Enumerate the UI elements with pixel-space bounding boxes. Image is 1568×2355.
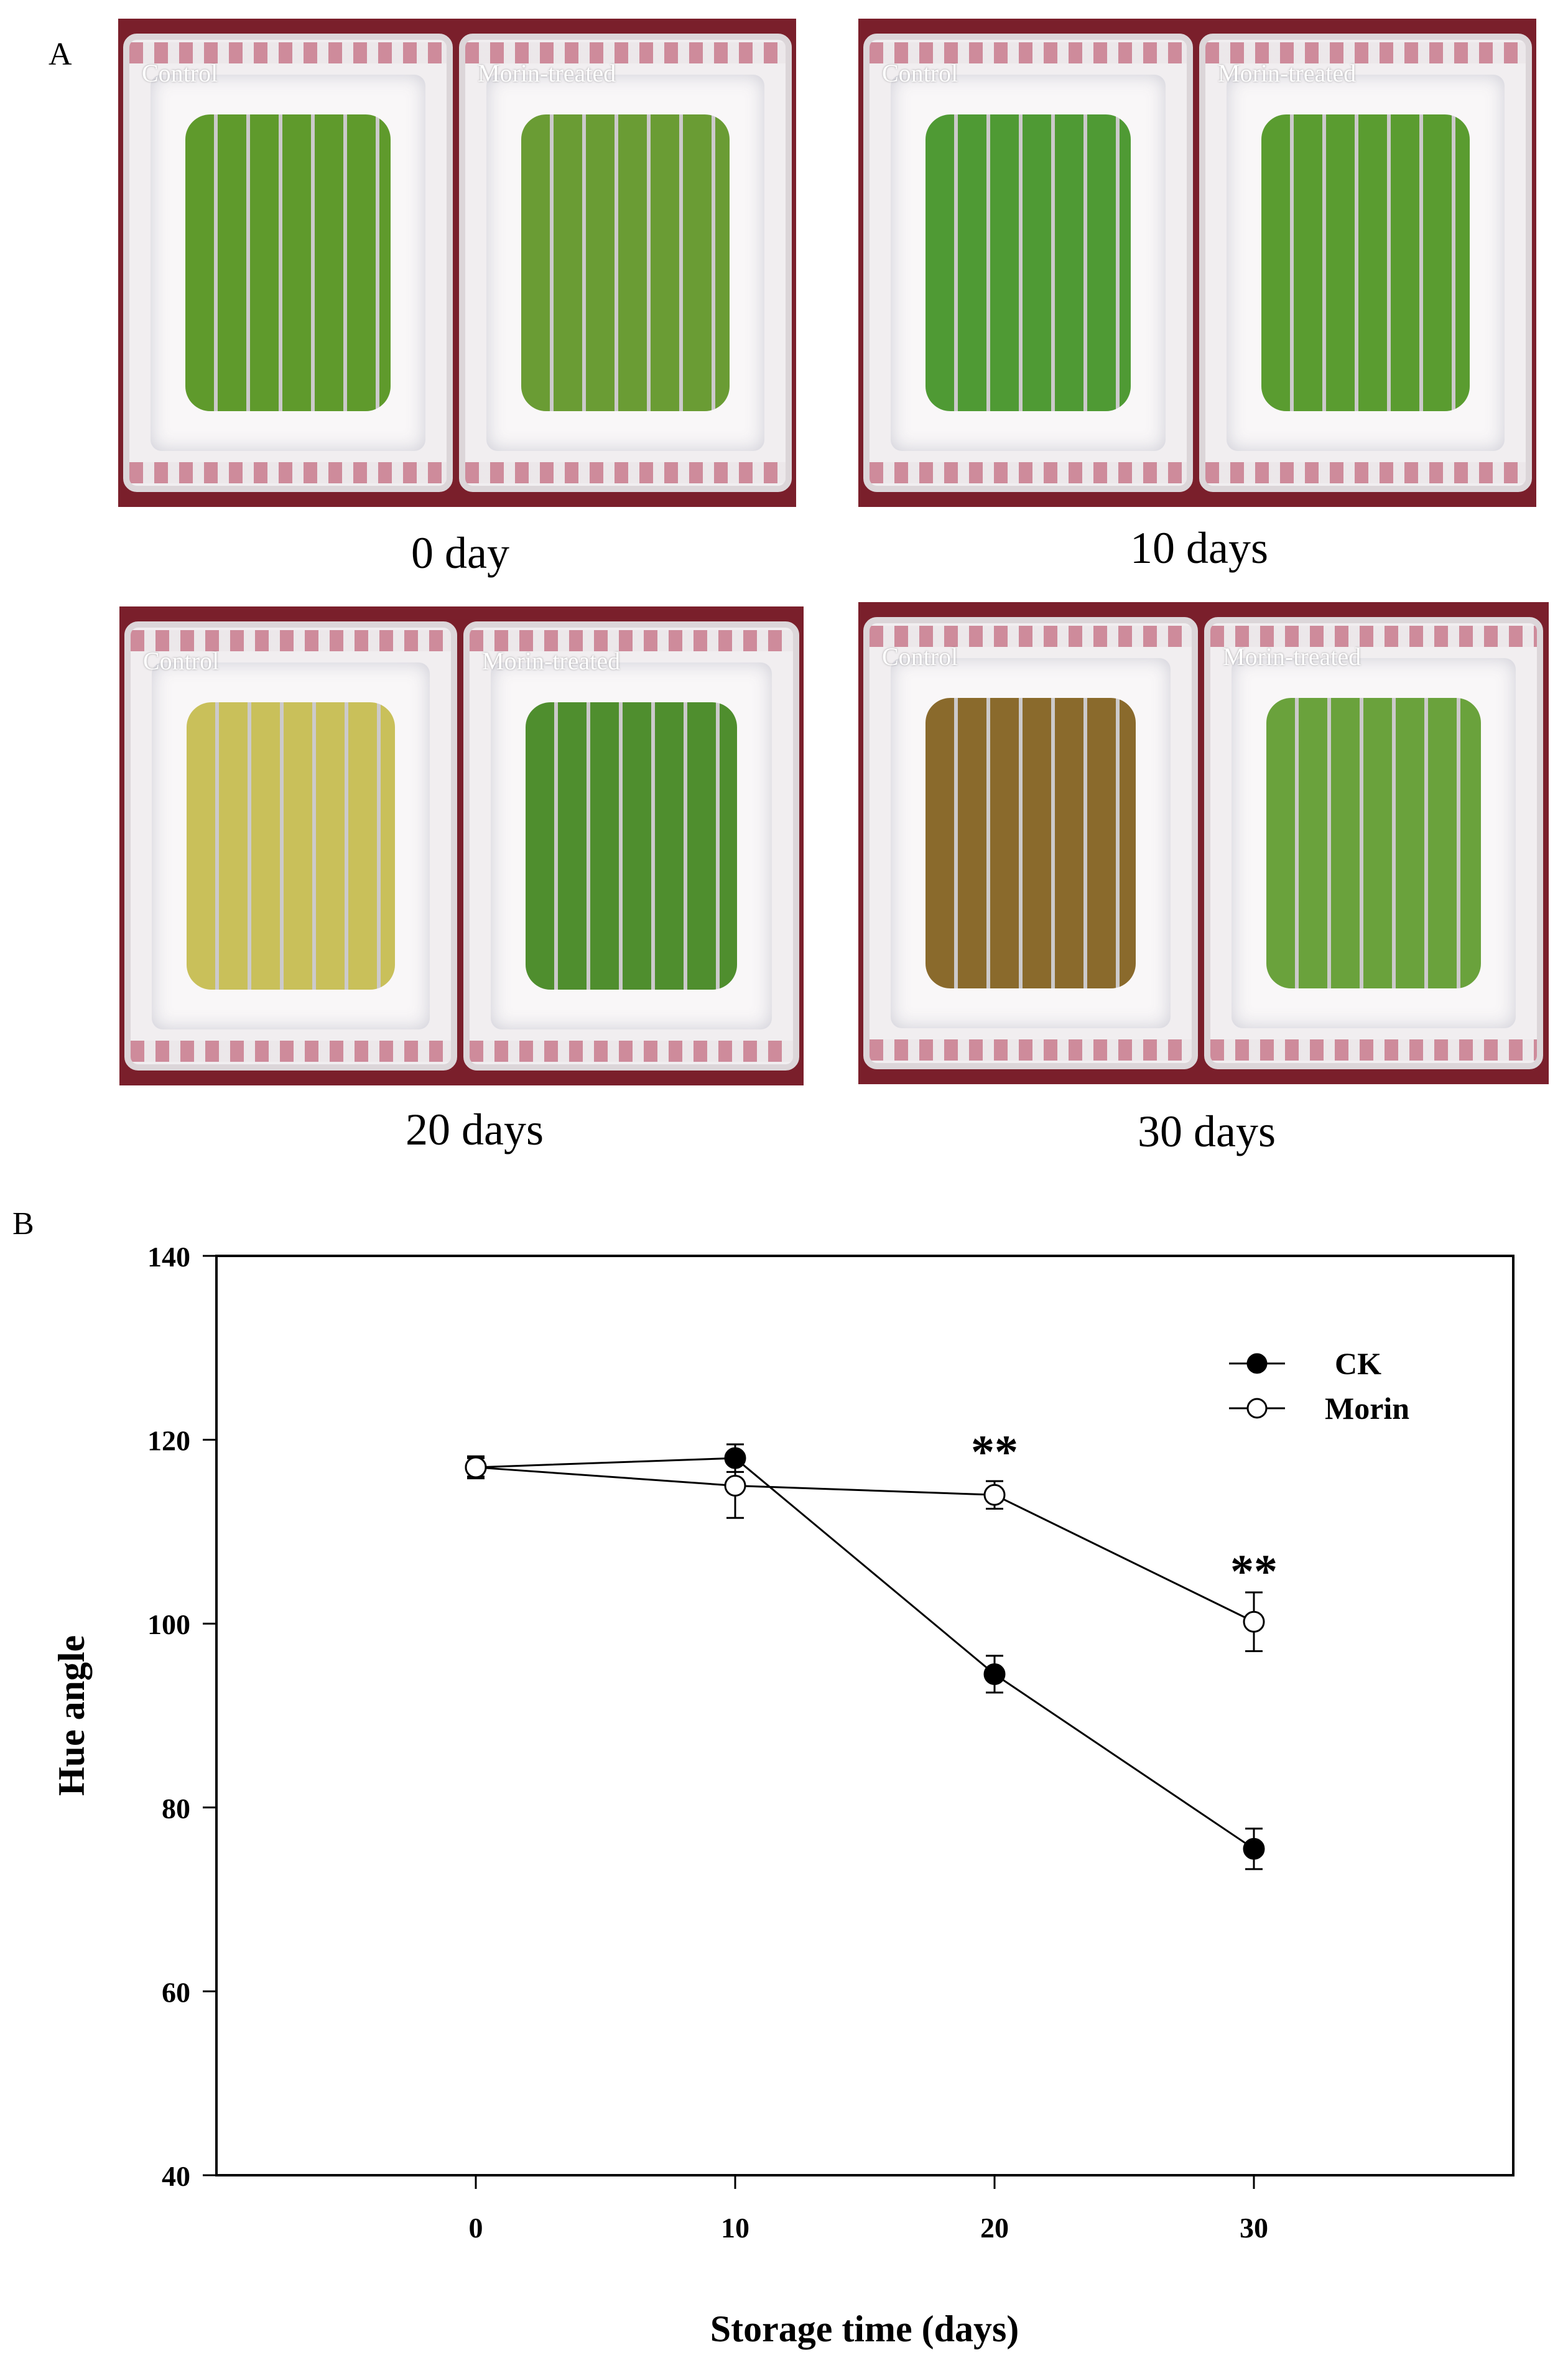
x-tick-label: 20 — [980, 2212, 1009, 2244]
significance-annotation: ** — [971, 1426, 1018, 1478]
series-line-morin — [475, 1466, 1255, 1623]
photo-caption-day-20: 20 days — [406, 1105, 544, 1154]
crate-control: Control — [123, 34, 453, 492]
banana-bunch — [185, 114, 391, 411]
data-point-morin — [465, 1456, 487, 1479]
legend-marker-ck — [1246, 1353, 1268, 1374]
banana-bunch — [521, 114, 730, 411]
banana-bunch — [1266, 698, 1481, 988]
legend-marker-morin — [1246, 1398, 1268, 1419]
photo-caption-day-30: 30 days — [1138, 1107, 1276, 1156]
crate-control: Control — [124, 621, 457, 1071]
crate-morin: Morin-treated — [1204, 617, 1543, 1069]
banana-bunch — [925, 698, 1136, 988]
crate-label-morin: Morin-treated — [1218, 59, 1357, 87]
crate-morin: Morin-treated — [1199, 34, 1532, 492]
photo-caption-day-10: 10 days — [1130, 523, 1268, 573]
y-tick-label: 140 — [147, 1241, 190, 1273]
x-axis-title: Storage time (days) — [710, 2308, 1019, 2349]
banana-bunch — [187, 702, 395, 990]
data-point-ck — [1243, 1837, 1265, 1860]
crate-control: Control — [863, 617, 1198, 1069]
x-tick-label: 30 — [1240, 2212, 1268, 2244]
crate-label-control: Control — [882, 643, 958, 671]
crate-label-control: Control — [142, 59, 218, 87]
panel-a-letter: A — [49, 37, 72, 72]
crate-morin: Morin-treated — [459, 34, 792, 492]
photo-day-20: Control Morin-treated — [119, 606, 804, 1085]
data-point-morin — [724, 1475, 746, 1497]
crate-label-morin: Morin-treated — [1223, 643, 1362, 671]
banana-bunch — [1261, 114, 1470, 411]
data-point-morin — [1243, 1610, 1265, 1633]
panel-b-letter: B — [12, 1206, 34, 1242]
legend-label-ck: CK — [1335, 1346, 1381, 1381]
plot-frame — [215, 1255, 1515, 2176]
y-tick-label: 120 — [147, 1425, 190, 1457]
banana-bunch — [925, 114, 1131, 411]
photo-day-10: Control Morin-treated — [858, 19, 1536, 507]
hue-angle-chart: 40 60 80 100 120 140 0 10 20 30 ** ** Hue angle St… — [51, 1241, 1515, 2349]
significance-annotation: ** — [1230, 1546, 1278, 1598]
x-tick-label: 10 — [721, 2212, 749, 2244]
data-point-morin — [983, 1484, 1006, 1506]
y-tick-label: 100 — [147, 1609, 190, 1640]
series-line-ck — [475, 1457, 1255, 1850]
data-point-ck — [983, 1663, 1006, 1685]
banana-bunch — [526, 702, 737, 990]
legend: CK Morin — [1229, 1346, 1409, 1426]
photo-day-0: Control Morin-treated — [118, 19, 796, 507]
photo-day-30: Control Morin-treated — [858, 602, 1549, 1084]
crate-label-control: Control — [143, 647, 220, 675]
photo-caption-day-0: 0 day — [411, 528, 509, 578]
x-tick-label: 0 — [469, 2212, 483, 2244]
y-axis-title: Hue angle — [51, 1635, 92, 1796]
crate-label-morin: Morin-treated — [482, 647, 621, 675]
y-tick-label: 60 — [162, 1976, 190, 2008]
crate-label-morin: Morin-treated — [478, 59, 616, 87]
y-tick-label: 40 — [162, 2160, 190, 2192]
crate-control: Control — [863, 34, 1193, 492]
legend-label-morin: Morin — [1325, 1391, 1409, 1426]
crate-morin: Morin-treated — [463, 621, 799, 1071]
y-tick-label: 80 — [162, 1793, 190, 1824]
crate-label-control: Control — [882, 59, 958, 87]
